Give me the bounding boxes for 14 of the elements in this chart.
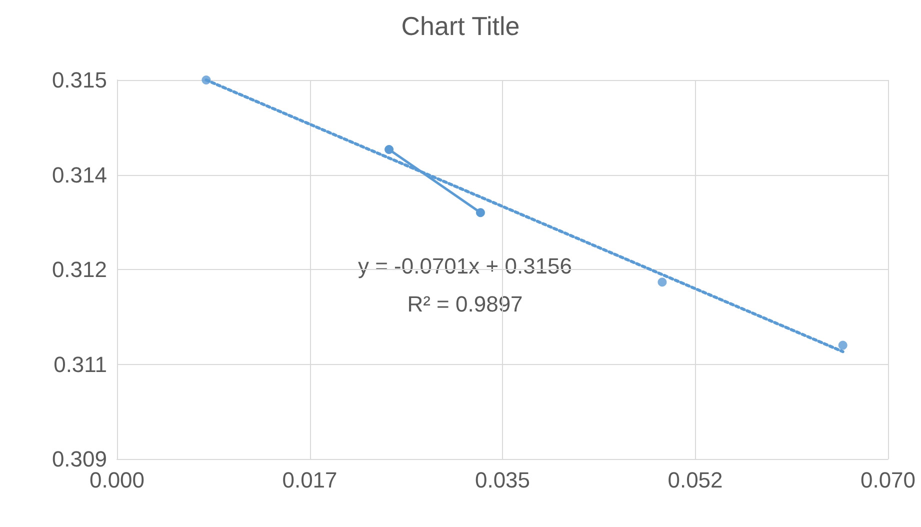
x-tick-label: 0.035 (474, 468, 530, 492)
y-tick-label: 0.311 (54, 352, 107, 377)
x-tick-label: 0.070 (860, 468, 916, 492)
point (658, 278, 667, 287)
point (838, 340, 848, 350)
point (384, 144, 394, 154)
point (476, 208, 485, 218)
y-tick-label: 0.312 (52, 257, 107, 282)
chart-title: Chart Title (401, 11, 520, 41)
y-tick-label: 0.315 (52, 68, 107, 92)
x-tick-label: 0.052 (668, 468, 723, 492)
annotation: R² = 0.9897 (407, 292, 523, 316)
y-tick-label: 0.314 (52, 162, 107, 188)
x-tick-label: 0.017 (282, 468, 338, 492)
